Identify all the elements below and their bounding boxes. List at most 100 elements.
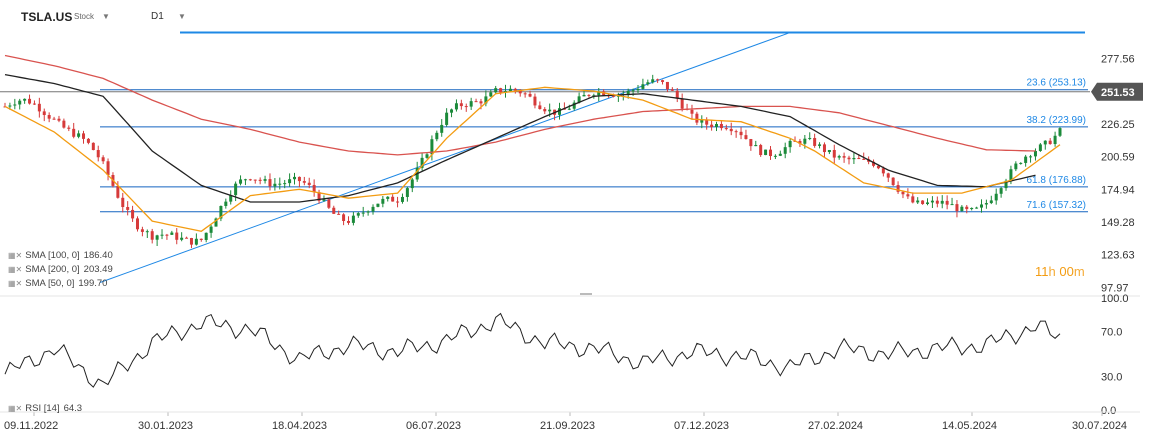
candle (72, 128, 76, 137)
candle (278, 183, 282, 185)
candle (680, 98, 684, 109)
candle (587, 94, 591, 96)
candle (670, 89, 674, 91)
candle (1014, 163, 1018, 170)
candle (189, 238, 193, 245)
candle (327, 199, 331, 208)
candle (768, 149, 772, 157)
price-tick-label: 149.28 (1101, 217, 1135, 229)
close-icon[interactable]: ▦✕ (8, 404, 23, 413)
price-tick-label: 174.94 (1101, 184, 1135, 196)
candle (881, 168, 885, 174)
candle (243, 179, 247, 181)
candle (827, 149, 831, 153)
candle (744, 135, 748, 140)
candle (896, 185, 900, 192)
candle (1009, 169, 1013, 181)
candle (371, 206, 375, 212)
candle (209, 226, 213, 233)
candle (317, 192, 321, 201)
candle (523, 93, 527, 95)
candle (131, 209, 135, 219)
symbol-dropdown-icon[interactable]: ▼ (102, 12, 110, 21)
candle (454, 103, 458, 110)
candle (749, 139, 753, 147)
candle (8, 105, 12, 107)
candle (513, 88, 517, 91)
candle (940, 200, 944, 204)
candle (700, 119, 704, 123)
candle (518, 90, 522, 94)
candle (852, 157, 856, 160)
candle (935, 200, 939, 204)
candle (204, 232, 208, 240)
sma100-line (4, 73, 1036, 203)
close-icon[interactable]: ▦✕ (8, 279, 23, 288)
indicator-label: SMA [50, 0] (25, 278, 75, 289)
timeframe-selector[interactable]: D1 (151, 11, 164, 22)
candle (57, 118, 61, 121)
candle (351, 215, 355, 223)
candle (916, 200, 920, 203)
candle (268, 179, 272, 187)
candle (759, 145, 763, 156)
timeframe-dropdown-icon[interactable]: ▼ (178, 12, 186, 21)
candle (381, 198, 385, 204)
candle (32, 103, 36, 105)
indicator-sma200: ▦✕ SMA [200, 0] 203.49 (8, 264, 113, 275)
candle (82, 133, 86, 139)
candle (28, 98, 32, 104)
candle (631, 90, 635, 92)
candle (808, 137, 812, 139)
countdown-minutes: 00 (1059, 264, 1074, 279)
candle (23, 98, 27, 101)
candle (199, 238, 203, 240)
candle (955, 204, 959, 212)
indicator-sma100: ▦✕ SMA [100, 0] 186.40 (8, 250, 113, 261)
candle (994, 193, 998, 201)
candle (459, 103, 463, 107)
candle (1019, 162, 1023, 164)
candle (450, 109, 454, 113)
candle (557, 108, 561, 115)
candle (548, 109, 552, 112)
date-tick-label: 30.01.2023 (138, 420, 193, 432)
candle (288, 179, 292, 184)
candle (121, 197, 125, 208)
candle (734, 131, 738, 133)
candle (778, 153, 782, 156)
candle (901, 191, 905, 195)
candle (425, 154, 429, 158)
candle (356, 213, 360, 216)
candle (234, 183, 238, 196)
candle (803, 138, 807, 144)
candle (253, 179, 257, 181)
candle (47, 115, 51, 119)
symbol-name[interactable]: TSLA.US (21, 10, 73, 24)
candle (528, 93, 532, 97)
candle (646, 82, 650, 85)
candle (464, 106, 468, 108)
candle (975, 207, 979, 209)
date-tick-label: 06.07.2023 (406, 420, 461, 432)
candle (400, 196, 404, 202)
fib-level-label: 38.2 (223.99) (1027, 115, 1087, 126)
panel-resize-handle[interactable] (580, 293, 592, 295)
candle (263, 179, 267, 181)
price-tick-label: 97.97 (1101, 282, 1129, 294)
candle (180, 237, 184, 240)
candle (636, 88, 640, 91)
countdown-m-unit: m (1073, 264, 1085, 279)
candle (484, 96, 488, 104)
price-tick-label: 123.63 (1101, 250, 1135, 262)
sma50-line (4, 86, 1061, 232)
candle (798, 140, 802, 144)
candle (312, 184, 316, 193)
candle (508, 88, 512, 92)
candle (430, 139, 434, 155)
close-icon[interactable]: ▦✕ (8, 251, 23, 260)
candle (891, 177, 895, 186)
candle (872, 161, 876, 166)
close-icon[interactable]: ▦✕ (8, 265, 23, 274)
